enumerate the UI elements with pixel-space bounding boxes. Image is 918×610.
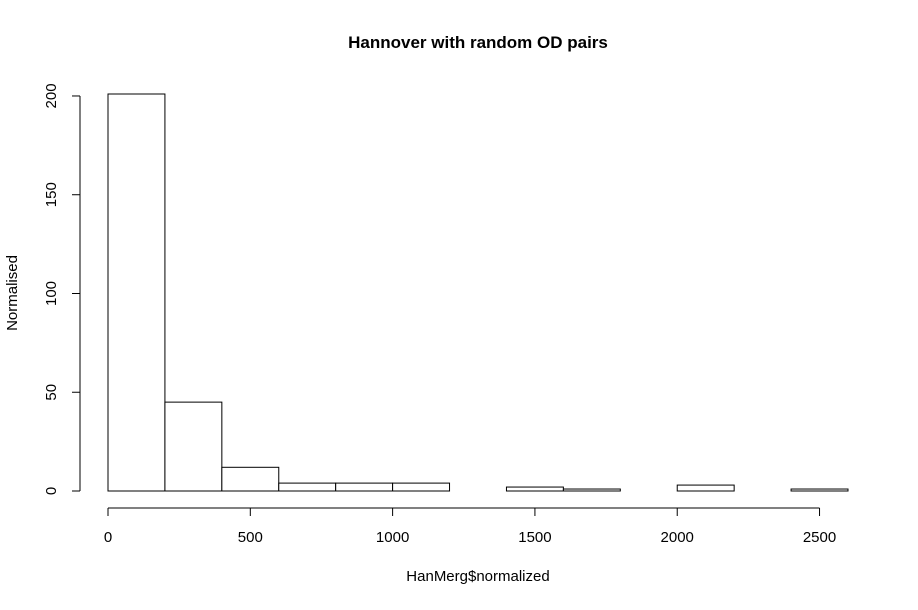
histogram-bar bbox=[164, 401, 223, 492]
x-tick-label: 2500 bbox=[803, 529, 836, 546]
histogram-bar bbox=[790, 488, 849, 492]
x-axis: 0 500 1000 1500 2000 2500 bbox=[104, 507, 836, 546]
x-tick-label: 0 bbox=[104, 529, 112, 546]
x-axis-label: HanMerg$normalized bbox=[406, 568, 549, 585]
histogram-bar bbox=[107, 93, 166, 492]
x-tick-label: 1000 bbox=[376, 529, 409, 546]
histogram-bar bbox=[562, 488, 621, 492]
x-tick-label: 1500 bbox=[518, 529, 551, 546]
y-tick-label: 150 bbox=[43, 182, 60, 207]
y-tick-label: 50 bbox=[43, 384, 60, 401]
y-tick-label: 0 bbox=[43, 487, 60, 495]
histogram-bar bbox=[392, 482, 451, 492]
y-tick-label: 200 bbox=[43, 83, 60, 108]
x-tick-label: 2000 bbox=[661, 529, 694, 546]
histogram-bar bbox=[278, 482, 337, 492]
y-tick-label: 100 bbox=[43, 281, 60, 306]
histogram-bar bbox=[505, 486, 564, 492]
histogram-bar bbox=[221, 466, 280, 492]
histogram-bar bbox=[335, 482, 394, 492]
histogram-bar bbox=[676, 484, 735, 492]
bars-group bbox=[107, 93, 849, 492]
y-axis: 0 50 100 150 200 bbox=[43, 83, 81, 495]
chart-title: Hannover with random OD pairs bbox=[348, 33, 608, 52]
y-axis-label: Normalised bbox=[4, 255, 21, 331]
x-tick-label: 500 bbox=[238, 529, 263, 546]
